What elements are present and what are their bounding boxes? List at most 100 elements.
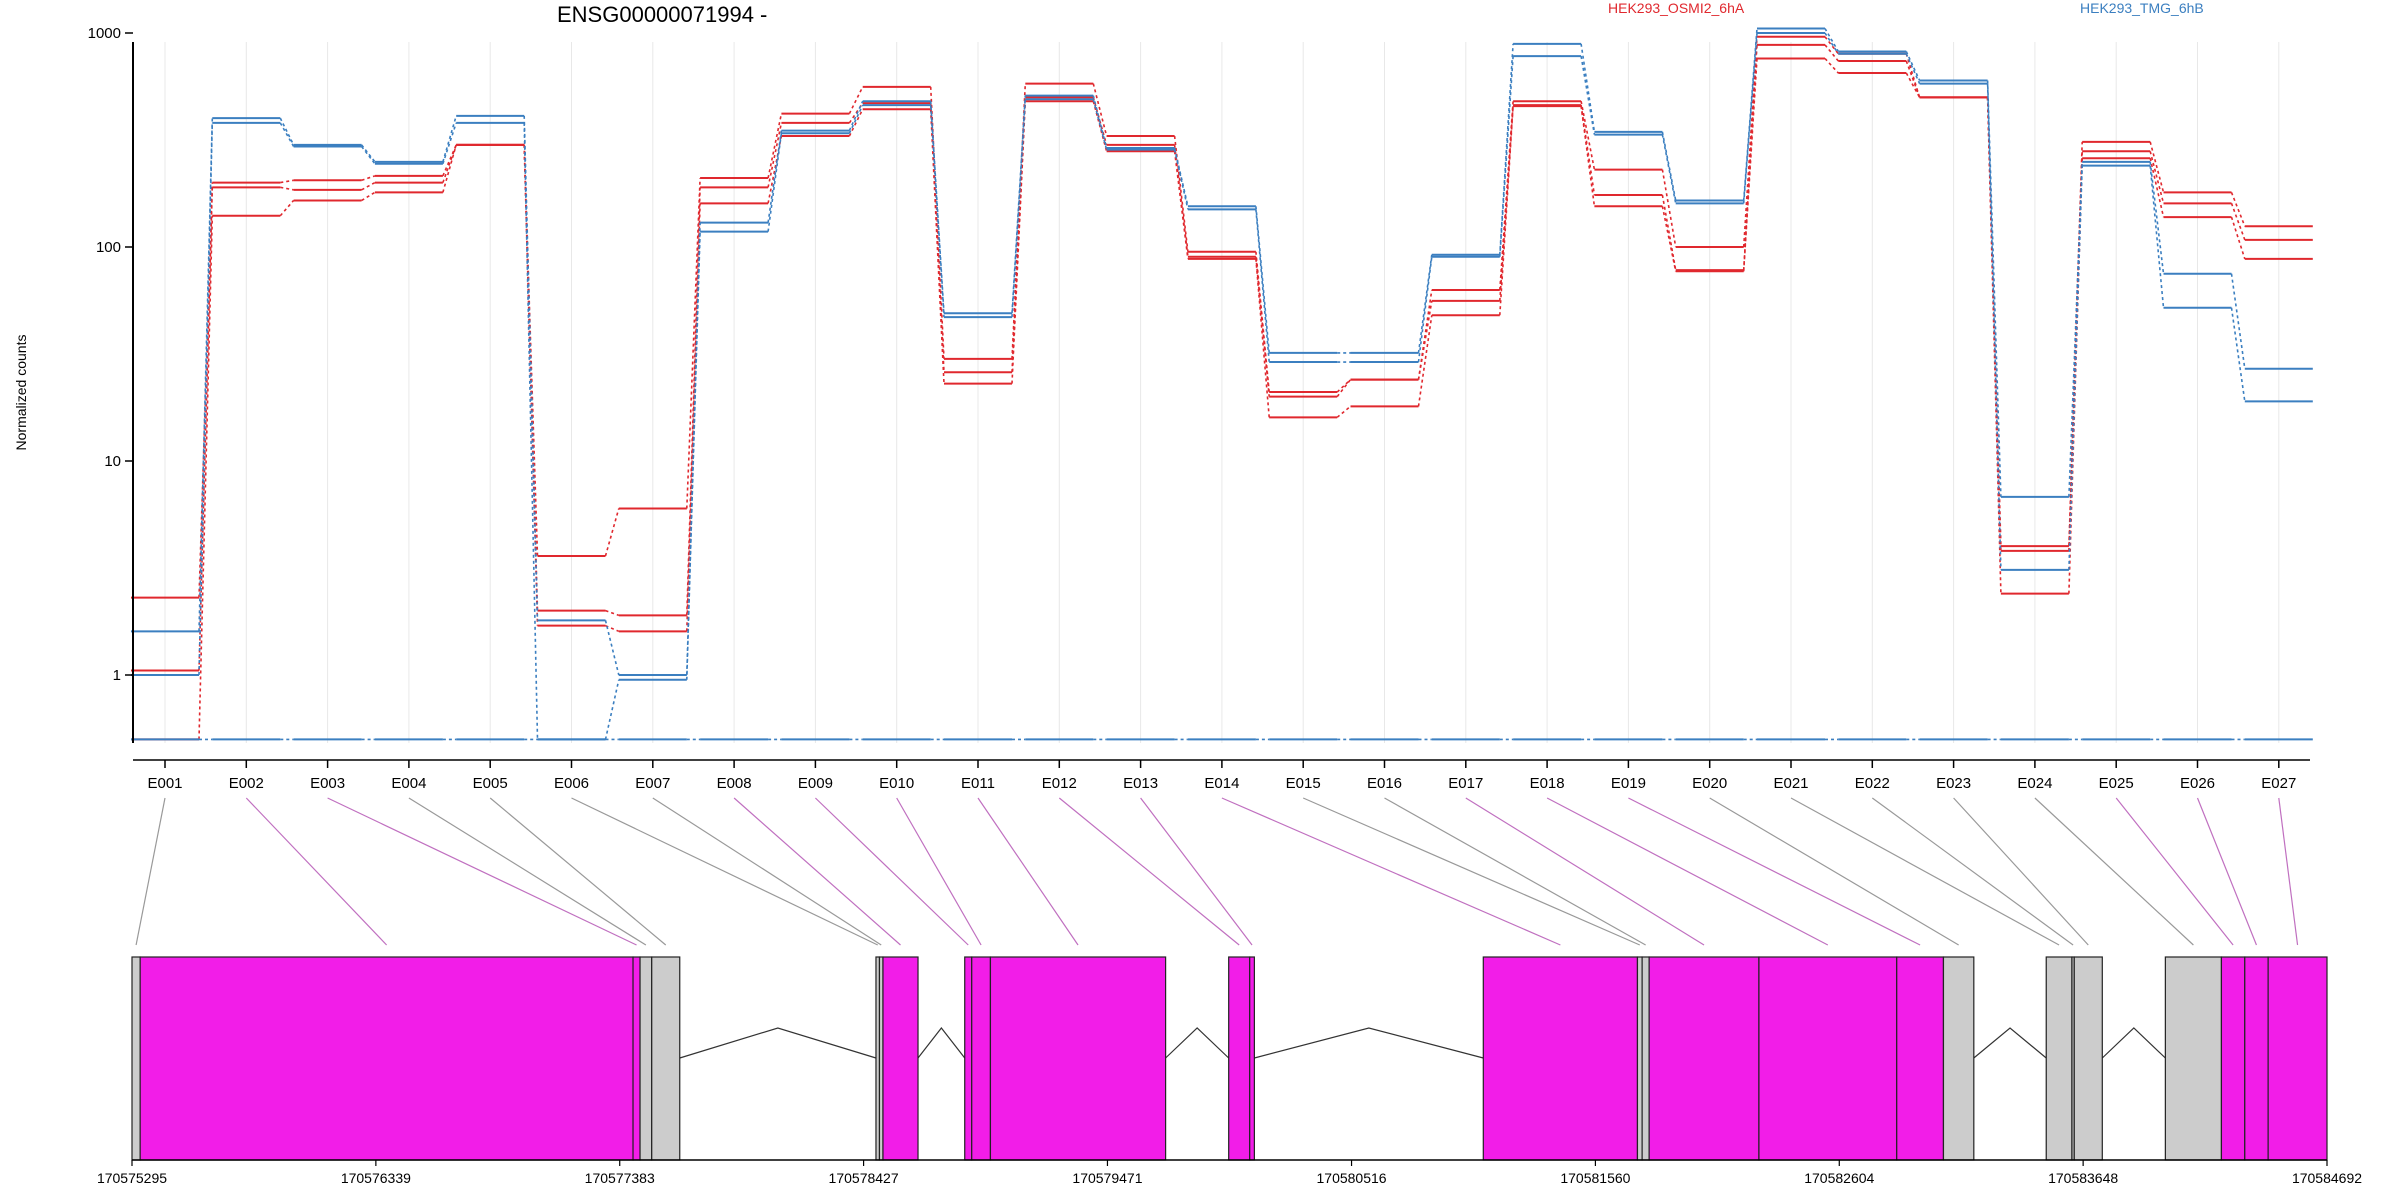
exon-block-E004 — [639, 956, 653, 1161]
series-4-link-4 — [442, 115, 457, 163]
series-3-link-19 — [1661, 206, 1677, 272]
series-1-link-25 — [2149, 141, 2165, 193]
exon-block-E026 — [2244, 956, 2269, 1161]
intron-6 — [2101, 1027, 2166, 1059]
exon-block-E018 — [1758, 956, 1898, 1161]
exon-block-E019 — [1896, 956, 1945, 1161]
series-5-link-3 — [360, 145, 376, 165]
connector-E024 — [2034, 797, 2194, 946]
connector-E018 — [1546, 797, 1829, 946]
series-5-link-8 — [767, 133, 783, 232]
x-tick-label-E005: E005 — [473, 775, 508, 792]
exon-connectors — [135, 797, 2299, 946]
y-tick-label-1: 1 — [113, 667, 121, 684]
connector-E011 — [977, 797, 1079, 946]
x-tick-label-E002: E002 — [229, 775, 264, 792]
coordinate-tick-label-4: 170578427 — [829, 1170, 899, 1186]
coordinate-tick-label-1: 170575295 — [97, 1170, 167, 1186]
series-3-link-10 — [929, 109, 945, 384]
series-5-link-9 — [848, 104, 864, 134]
plot-axes: 1 10 100 1000 Normalized counts E001 E002 E003 E… — [13, 25, 2310, 792]
legend-entry-osmi2: HEK293_OSMI2_6hA — [1608, 0, 1745, 16]
series-5-link-1 — [198, 122, 214, 676]
x-tick-label-E003: E003 — [310, 775, 345, 792]
connector-E023 — [1953, 797, 2089, 946]
exon-block-E020 — [1942, 956, 1975, 1161]
series-4-link-11 — [1011, 95, 1027, 314]
series-5-link-6 — [604, 679, 620, 740]
series-5-link-20 — [1742, 32, 1758, 204]
exon-block-E013 — [1249, 956, 1255, 1161]
series-2-link-15 — [1336, 379, 1352, 398]
exon-block-E015 — [1636, 956, 1643, 1161]
x-tick-label-E021: E021 — [1773, 775, 1808, 792]
x-tick-label-E009: E009 — [798, 775, 833, 792]
series-2-link-16 — [1417, 300, 1433, 380]
series-1-link-20 — [1742, 36, 1758, 248]
series-3-link-17 — [1499, 106, 1514, 316]
connector-E022 — [1871, 797, 2074, 946]
coordinate-tick-label-2: 170576339 — [341, 1170, 411, 1186]
series-3-link-14 — [1255, 258, 1270, 418]
series-3-link-11 — [1011, 101, 1027, 384]
series-3-link-5 — [523, 144, 539, 626]
series-5-link-12 — [1092, 99, 1108, 150]
series-4-link-14 — [1255, 206, 1270, 353]
series-2-link-26 — [2230, 203, 2246, 241]
series-3 — [131, 57, 2313, 741]
x-tick-label-E027: E027 — [2261, 775, 2296, 792]
series-3-link-25 — [2149, 158, 2165, 218]
connector-E026 — [2196, 797, 2258, 946]
intron-4 — [1254, 1027, 1484, 1059]
series-1-link-3 — [361, 175, 376, 182]
exon-block-E002 — [139, 956, 634, 1161]
series-2-link-25 — [2149, 151, 2165, 204]
series-5-link-14 — [1255, 209, 1270, 363]
exon-block-E023 — [2073, 956, 2103, 1161]
series-1-link-26 — [2230, 192, 2246, 227]
series-3-link-7 — [686, 203, 701, 632]
coordinate-tick-label-3: 170577383 — [585, 1170, 655, 1186]
series-3-link-21 — [1824, 57, 1839, 74]
series-4-link-16 — [1417, 254, 1433, 354]
connector-E001 — [135, 797, 166, 946]
series-4-link-5 — [523, 115, 539, 621]
series-3-link-26 — [2230, 216, 2246, 260]
series-4-link-23 — [1986, 80, 2002, 497]
series-2-link-21 — [1824, 44, 1839, 62]
x-tick-label-E001: E001 — [147, 775, 182, 792]
series-2-link-3 — [361, 181, 376, 191]
connector-E013 — [1140, 797, 1253, 946]
connector-E025 — [2115, 797, 2234, 946]
genomic-coordinate-axis: 170575295 170576339 170577383 170578427 1705… — [97, 1159, 2362, 1186]
x-tick-label-E024: E024 — [2017, 775, 2052, 792]
connector-E002 — [245, 797, 388, 946]
series-5 — [131, 32, 2313, 741]
series-5-link-4 — [442, 122, 457, 164]
exon-block-E011 — [989, 956, 1167, 1161]
exon-block-E025 — [2220, 956, 2246, 1161]
x-tick-label-E026: E026 — [2180, 775, 2215, 792]
series-3-link-12 — [1092, 101, 1108, 152]
exon-block-E017 — [1648, 956, 1760, 1161]
x-tick-label-E019: E019 — [1611, 775, 1646, 792]
series-3-link-20 — [1742, 58, 1758, 272]
coordinate-tick-label-6: 170580516 — [1317, 1170, 1387, 1186]
series-4-link-17 — [1499, 43, 1514, 255]
series-5-link-13 — [1173, 149, 1189, 210]
series-4-link-21 — [1824, 28, 1839, 52]
exon-block-E021 — [2045, 956, 2073, 1161]
connector-E005 — [489, 797, 667, 946]
connector-E019 — [1628, 797, 1921, 946]
coordinate-tick-label-8: 170582604 — [1804, 1170, 1874, 1186]
plot-gridlines — [164, 42, 2280, 743]
connector-E016 — [1384, 797, 1646, 946]
series-5-link-26 — [2230, 307, 2246, 402]
connector-E017 — [1465, 797, 1705, 946]
exon-block-E008 — [882, 956, 919, 1161]
series-1-link-9 — [848, 86, 864, 114]
series-1-link-6 — [604, 508, 620, 557]
series-1-link-8 — [767, 113, 783, 179]
connector-E009 — [814, 797, 969, 946]
series-2-link-22 — [1905, 60, 1921, 98]
